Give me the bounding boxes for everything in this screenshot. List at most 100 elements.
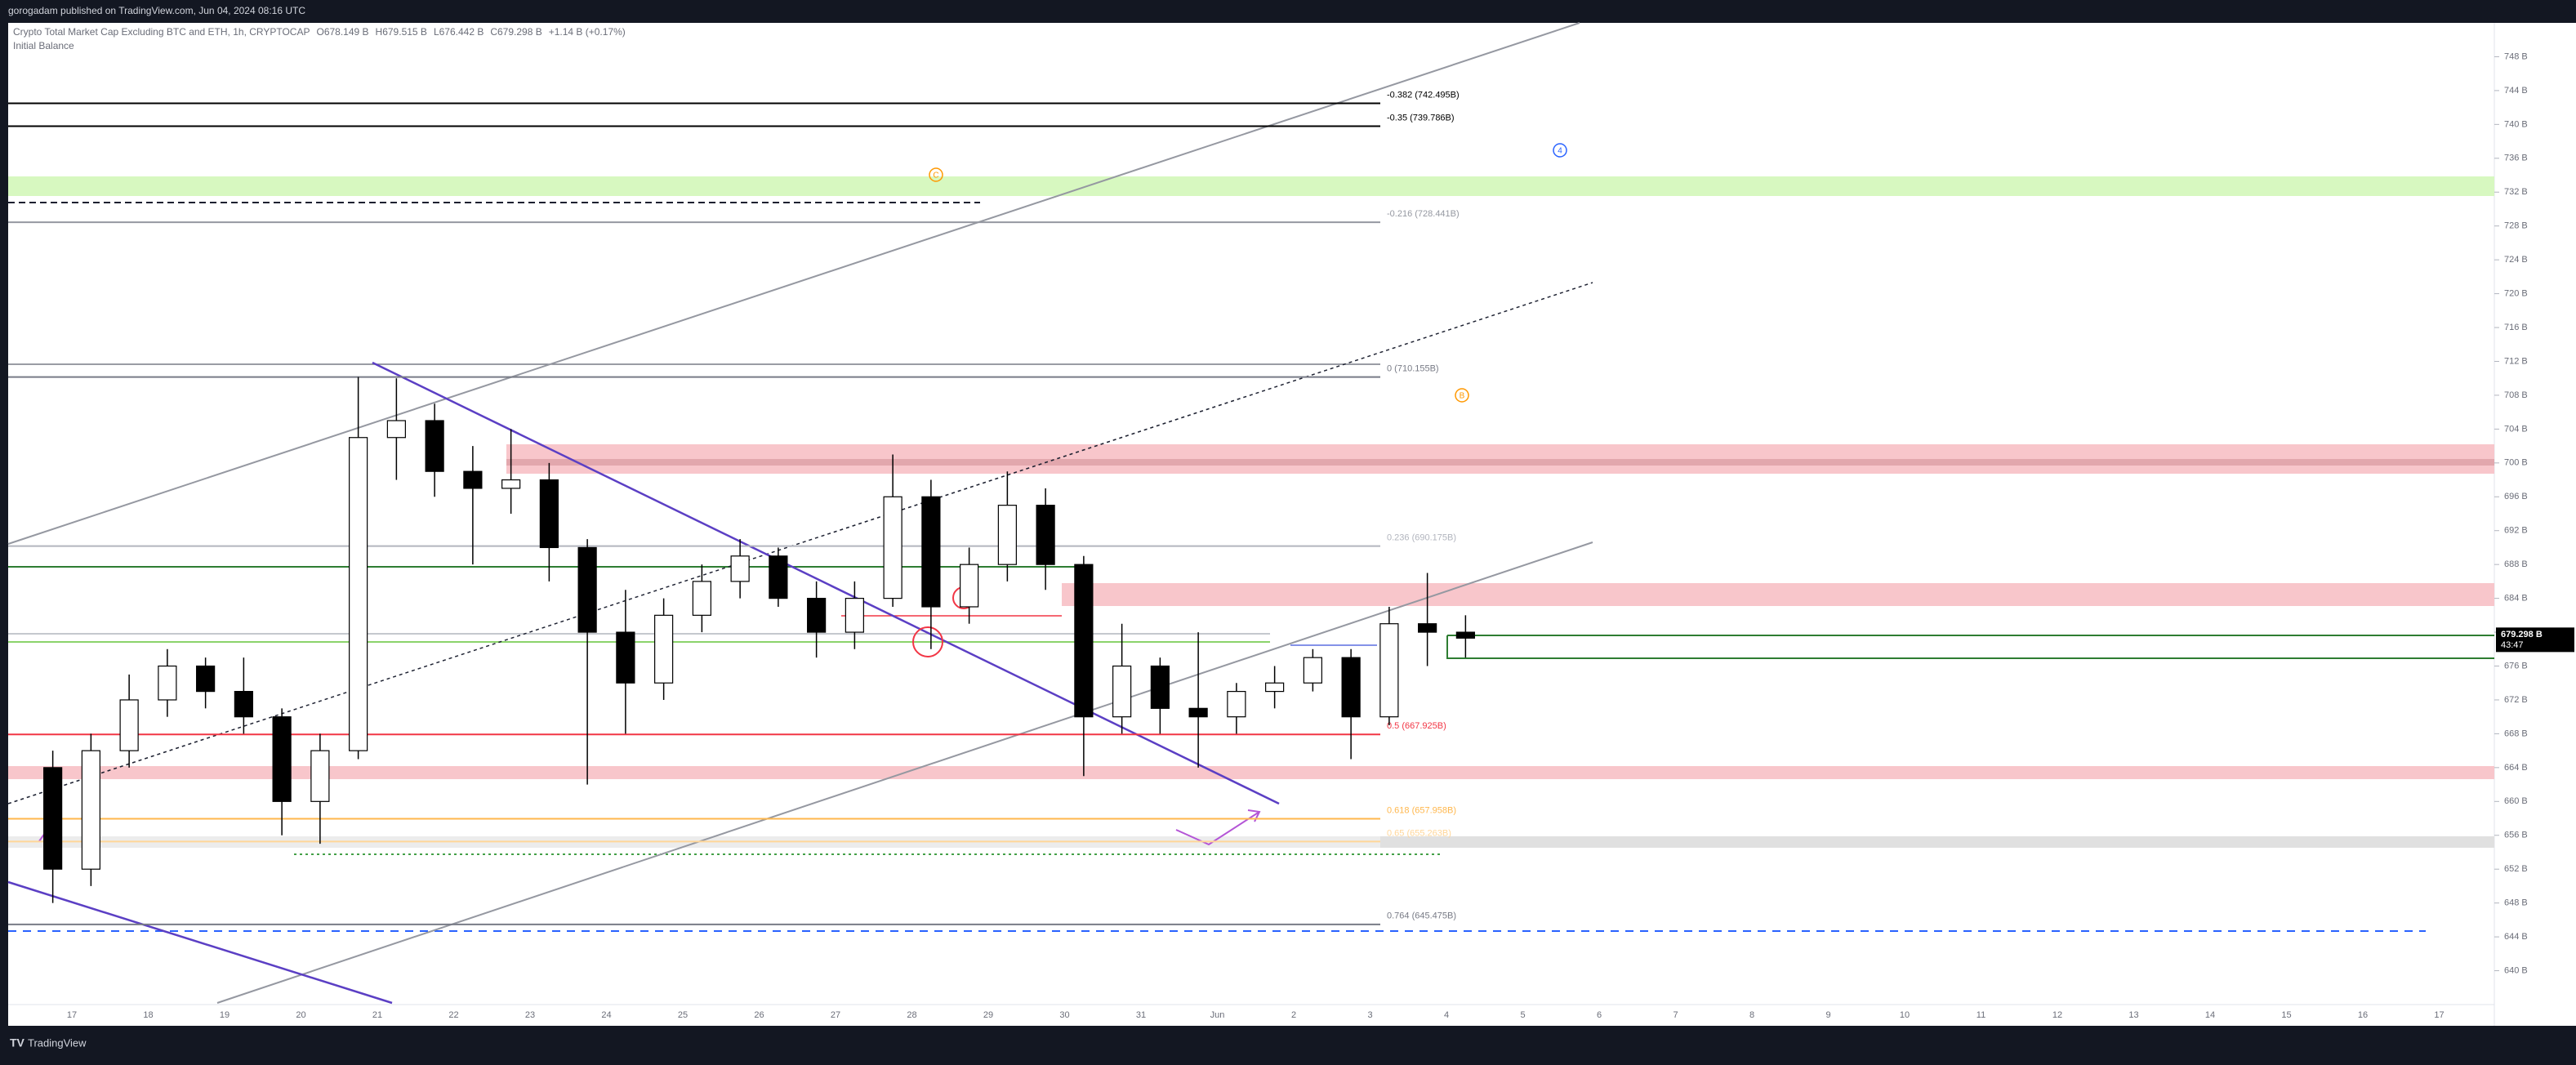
fib-label: 0.65 (655.263B) — [1387, 828, 1451, 838]
candle-body — [654, 614, 674, 684]
candle-body — [234, 691, 253, 718]
indicator-name: Initial Balance — [13, 40, 74, 51]
candle-body — [577, 546, 597, 633]
candle-body — [501, 479, 521, 489]
candle-body — [81, 750, 100, 870]
channel-line — [216, 541, 1593, 1004]
candle-body — [1227, 691, 1246, 718]
x-tick-label: 5 — [1520, 1010, 1525, 1020]
y-tick-label: 696 B — [2504, 492, 2528, 501]
y-tick-label: 664 B — [2504, 763, 2528, 773]
candle-body — [196, 665, 216, 693]
countdown: 43:47 — [2501, 640, 2524, 650]
x-tick-label: 4 — [1444, 1010, 1449, 1020]
candles — [43, 377, 1475, 903]
zone — [1380, 836, 2494, 848]
y-tick-label: 732 B — [2504, 187, 2528, 197]
y-tick-label: 688 B — [2504, 559, 2528, 569]
x-tick-label: 13 — [2128, 1010, 2138, 1020]
candle-body — [1036, 505, 1055, 565]
candle-body — [1303, 657, 1322, 684]
x-tick-label: 15 — [2281, 1010, 2291, 1020]
x-tick-label: 23 — [525, 1010, 535, 1020]
candle-body — [158, 665, 177, 701]
x-tick-label: 21 — [372, 1010, 382, 1020]
trend-line — [372, 361, 1280, 805]
x-tick-label: 8 — [1749, 1010, 1754, 1020]
candle-body — [119, 699, 139, 751]
symbol: Crypto Total Market Cap Excluding BTC an… — [13, 26, 310, 38]
x-tick-label: 14 — [2205, 1010, 2215, 1020]
x-tick-label: Jun — [1210, 1010, 1225, 1020]
y-tick-label: 724 B — [2504, 255, 2528, 265]
candle-body — [997, 505, 1017, 565]
candle-body — [960, 564, 979, 608]
candle-body — [1418, 623, 1437, 633]
ohlc: H679.515 B — [376, 26, 427, 38]
candle-body — [349, 437, 368, 751]
y-tick-label: 692 B — [2504, 526, 2528, 536]
fib-label: 0 (710.155B) — [1387, 364, 1439, 374]
y-tick-label: 640 B — [2504, 965, 2528, 975]
candle-body — [386, 420, 406, 439]
wave-label-circle — [1455, 388, 1469, 403]
price-label-box — [2496, 627, 2574, 653]
x-tick-label: 25 — [678, 1010, 688, 1020]
candle-body — [1379, 623, 1399, 718]
x-tick-label: 18 — [143, 1010, 153, 1020]
wave-label: B — [1460, 392, 1465, 401]
x-tick-label: 11 — [1977, 1010, 1985, 1020]
candle-body — [845, 598, 864, 633]
fib-label: 0.764 (645.475B) — [1387, 911, 1456, 921]
y-tick-label: 700 B — [2504, 458, 2528, 468]
candle-body — [692, 581, 711, 616]
x-tick-label: 6 — [1597, 1010, 1602, 1020]
x-tick-label: 29 — [983, 1010, 993, 1020]
x-tick-label: 31 — [1136, 1010, 1146, 1020]
candle-body — [1455, 631, 1475, 639]
candle-body — [272, 716, 292, 802]
price-label: 679.298 B — [2501, 630, 2543, 639]
x-tick-label: 24 — [601, 1010, 611, 1020]
y-tick-label: 672 B — [2504, 695, 2528, 705]
y-tick-label: 712 B — [2504, 356, 2528, 366]
fib-levels: -0.382 (742.495B) -0.35 (739.786B) -0.216 … — [8, 90, 1460, 925]
x-tick-label: 16 — [2358, 1010, 2368, 1020]
zone — [8, 176, 2494, 196]
x-tick-label: 17 — [67, 1010, 77, 1020]
x-tick-label: 30 — [1059, 1010, 1069, 1020]
x-tick-label: 9 — [1825, 1010, 1830, 1020]
y-tick-label: 748 B — [2504, 51, 2528, 61]
x-tick-label: 26 — [754, 1010, 764, 1020]
fib-label: -0.216 (728.441B) — [1387, 209, 1460, 219]
candle-body — [1150, 665, 1170, 709]
wave-label: C — [933, 172, 938, 180]
y-tick-label: 716 B — [2504, 323, 2528, 332]
y-tick-label: 744 B — [2504, 86, 2528, 96]
candle-body — [616, 631, 635, 684]
x-tick-label: 10 — [1900, 1010, 1910, 1020]
ohlc: +1.14 B (+0.17%) — [549, 26, 626, 38]
channel-line — [7, 22, 1580, 545]
y-tick-label: 644 B — [2504, 932, 2528, 942]
candle-body — [769, 555, 788, 599]
trend-line — [7, 880, 393, 1005]
y-tick-label: 660 B — [2504, 796, 2528, 806]
y-tick-label: 648 B — [2504, 898, 2528, 908]
x-tick-label: 22 — [448, 1010, 458, 1020]
ohlc: C679.298 B — [490, 26, 541, 38]
candle-body — [539, 479, 559, 549]
x-tick-label: 17 — [2434, 1010, 2444, 1020]
candle-body — [883, 496, 902, 599]
candle-body — [1112, 665, 1132, 718]
y-tick-label: 684 B — [2504, 594, 2528, 604]
candle-body — [463, 470, 483, 489]
ohlc: L676.442 B — [434, 26, 484, 38]
author-line: gorogadam published on TradingView.com, … — [8, 5, 305, 16]
x-tick-label: 12 — [2052, 1010, 2062, 1020]
level-line — [1446, 635, 2494, 659]
drawings — [7, 22, 2494, 1005]
fib-label: -0.35 (739.786B) — [1387, 113, 1455, 123]
